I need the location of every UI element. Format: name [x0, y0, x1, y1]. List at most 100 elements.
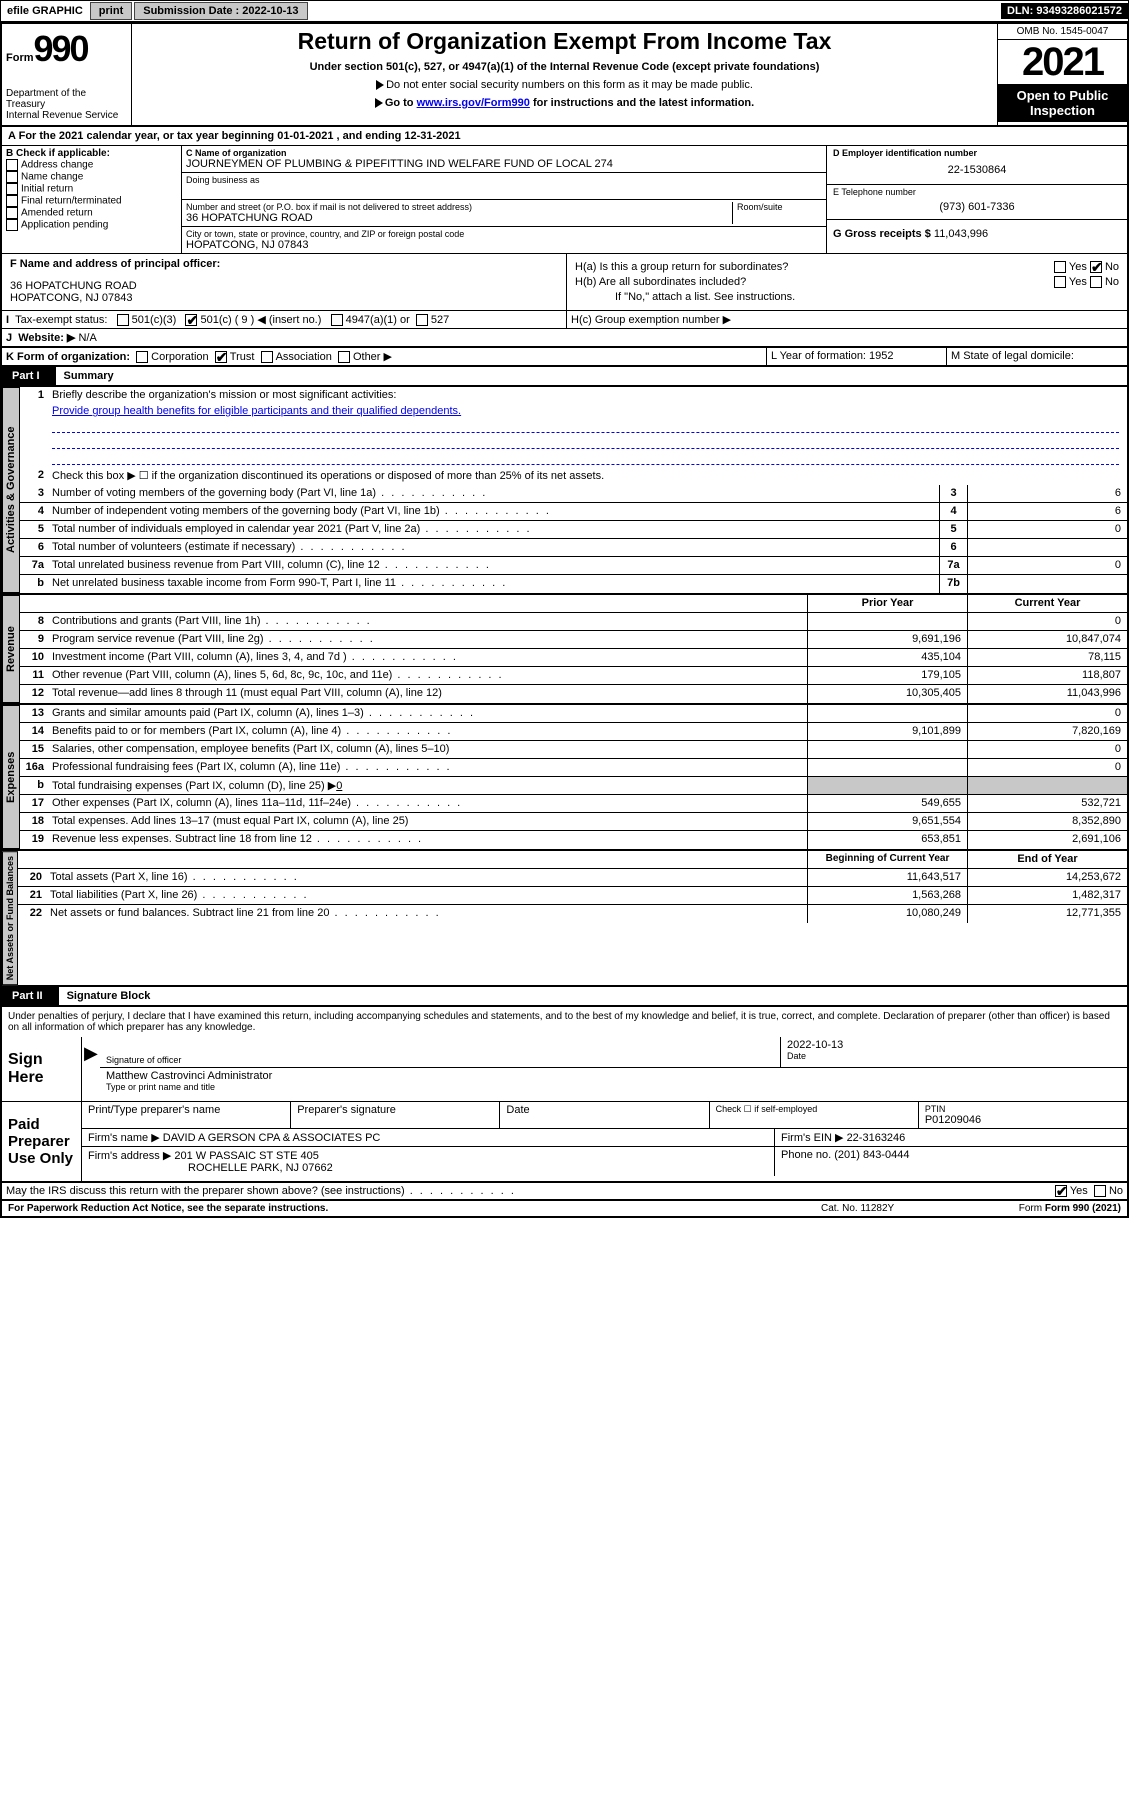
sig-date-label: Date [787, 1051, 1121, 1061]
section-c: C Name of organization JOURNEYMEN OF PLU… [182, 146, 827, 253]
chk-hb-no[interactable] [1090, 276, 1102, 288]
line20-label: Total assets (Part X, line 16) [46, 869, 807, 886]
ptin-value: P01209046 [925, 1114, 1121, 1126]
website-value: N/A [78, 332, 96, 344]
chk-discuss-yes[interactable] [1055, 1185, 1067, 1197]
officer-addr2: HOPATCONG, NJ 07843 [10, 292, 558, 304]
hb-label: H(b) Are all subordinates included? [575, 276, 746, 288]
line18-label: Total expenses. Add lines 13–17 (must eq… [48, 813, 807, 830]
firm-addr1: 201 W PASSAIC ST STE 405 [174, 1150, 319, 1162]
tab-expenses: Expenses [2, 705, 20, 849]
section-netassets: Net Assets or Fund Balances Beginning of… [0, 851, 1129, 987]
g-label: G Gross receipts $ [833, 228, 931, 240]
chk-final-return[interactable] [6, 195, 18, 207]
chk-amended-return[interactable] [6, 207, 18, 219]
line16b-val: 0 [336, 780, 342, 792]
penalty-text: Under penalties of perjury, I declare th… [0, 1007, 1129, 1037]
e-label: E Telephone number [833, 187, 1121, 197]
department-label: Department of the Treasury Internal Reve… [6, 88, 127, 121]
chk-address-change[interactable] [6, 159, 18, 171]
chk-corporation[interactable] [136, 351, 148, 363]
note-goto-post: for instructions and the latest informat… [530, 97, 754, 109]
prep-sig-label: Preparer's signature [291, 1102, 500, 1128]
part2-header: Part II Signature Block [0, 987, 1129, 1007]
firm-name-label: Firm's name ▶ [88, 1132, 160, 1144]
line5-label: Total number of individuals employed in … [48, 521, 939, 538]
header-middle: Return of Organization Exempt From Incom… [132, 24, 997, 125]
line15-label: Salaries, other compensation, employee b… [48, 741, 807, 758]
mission-text: Provide group health benefits for eligib… [52, 405, 1119, 417]
note-ssn: Do not enter social security numbers on … [386, 79, 753, 91]
chk-4947[interactable] [331, 314, 343, 326]
dba-label: Doing business as [186, 175, 822, 185]
tab-netassets: Net Assets or Fund Balances [2, 851, 18, 985]
form-subtitle: Under section 501(c), 527, or 4947(a)(1)… [138, 61, 991, 73]
tab-revenue: Revenue [2, 595, 20, 703]
chk-501c[interactable] [185, 314, 197, 326]
i-label: Tax-exempt status: [15, 314, 107, 326]
sig-date: 2022-10-13 [787, 1039, 1121, 1051]
firm-phone-label: Phone no. [781, 1149, 831, 1161]
line3-label: Number of voting members of the governin… [48, 485, 939, 502]
section-activities: Activities & Governance 1Briefly describ… [0, 387, 1129, 595]
line16b-label: Total fundraising expenses (Part IX, col… [52, 780, 336, 792]
line4-val: 6 [967, 503, 1127, 520]
addr-label: Number and street (or P.O. box if mail i… [186, 202, 732, 212]
chk-527[interactable] [416, 314, 428, 326]
line1-label: Briefly describe the organization's miss… [48, 387, 1127, 405]
part2-title: Signature Block [59, 987, 159, 1005]
line7a-label: Total unrelated business revenue from Pa… [48, 557, 939, 574]
b-label: B Check if applicable: [6, 148, 177, 159]
firm-ein-label: Firm's EIN ▶ [781, 1132, 844, 1144]
line17-label: Other expenses (Part IX, column (A), lin… [48, 795, 807, 812]
m-label: M State of legal domicile: [947, 348, 1127, 365]
section-b: B Check if applicable: Address change Na… [2, 146, 182, 253]
chk-association[interactable] [261, 351, 273, 363]
prep-name-label: Print/Type preparer's name [82, 1102, 291, 1128]
section-revenue: Revenue Prior YearCurrent Year 8Contribu… [0, 595, 1129, 705]
part2-tag: Part II [2, 987, 59, 1005]
line16a-label: Professional fundraising fees (Part IX, … [48, 759, 807, 776]
chk-hb-yes[interactable] [1054, 276, 1066, 288]
row-j: J Website: ▶ N/A [0, 329, 1129, 348]
may-discuss-row: May the IRS discuss this return with the… [0, 1183, 1129, 1201]
col-end: End of Year [967, 851, 1127, 868]
section-deg: D Employer identification number 22-1530… [827, 146, 1127, 253]
part1-header: Part I Summary [0, 367, 1129, 387]
line13-label: Grants and similar amounts paid (Part IX… [48, 705, 807, 722]
line2-label: Check this box ▶ ☐ if the organization d… [48, 467, 1127, 485]
section-h: H(a) Is this a group return for subordin… [567, 254, 1127, 310]
line7b-val [967, 575, 1127, 593]
print-button[interactable]: print [90, 2, 132, 20]
ein-value: 22-1530864 [833, 158, 1121, 182]
chk-501c3[interactable] [117, 314, 129, 326]
cat-no: Cat. No. 11282Y [821, 1203, 981, 1214]
tax-year-text: For the 2021 calendar year, or tax year … [19, 130, 461, 142]
chk-ha-yes[interactable] [1054, 261, 1066, 273]
paid-preparer-label: Paid Preparer Use Only [2, 1102, 82, 1181]
col-current: Current Year [967, 595, 1127, 612]
k-label: K Form of organization: [6, 351, 130, 363]
tab-activities: Activities & Governance [2, 387, 20, 593]
line-a: A For the 2021 calendar year, or tax yea… [0, 127, 1129, 146]
pra-notice: For Paperwork Reduction Act Notice, see … [8, 1203, 821, 1214]
chk-discuss-no[interactable] [1094, 1185, 1106, 1197]
city-state-zip: HOPATCONG, NJ 07843 [186, 239, 822, 251]
chk-initial-return[interactable] [6, 183, 18, 195]
tax-year: 2021 [998, 40, 1127, 84]
gross-receipts: 11,043,996 [934, 228, 988, 240]
irs-link[interactable]: www.irs.gov/Form990 [417, 97, 530, 109]
chk-application-pending[interactable] [6, 219, 18, 231]
ha-label: H(a) Is this a group return for subordin… [575, 261, 788, 273]
firm-name: DAVID A GERSON CPA & ASSOCIATES PC [163, 1132, 381, 1144]
phone-value: (973) 601-7336 [833, 197, 1121, 217]
chk-name-change[interactable] [6, 171, 18, 183]
sign-here-block: Sign Here ▶ Signature of officer 2022-10… [0, 1037, 1129, 1183]
chk-trust[interactable] [215, 351, 227, 363]
chk-other[interactable] [338, 351, 350, 363]
chk-ha-no[interactable] [1090, 261, 1102, 273]
submission-date-button[interactable]: Submission Date : 2022-10-13 [134, 2, 307, 20]
line8-label: Contributions and grants (Part VIII, lin… [48, 613, 807, 630]
line3-val: 6 [967, 485, 1127, 502]
open-to-public: Open to Public Inspection [998, 84, 1127, 122]
